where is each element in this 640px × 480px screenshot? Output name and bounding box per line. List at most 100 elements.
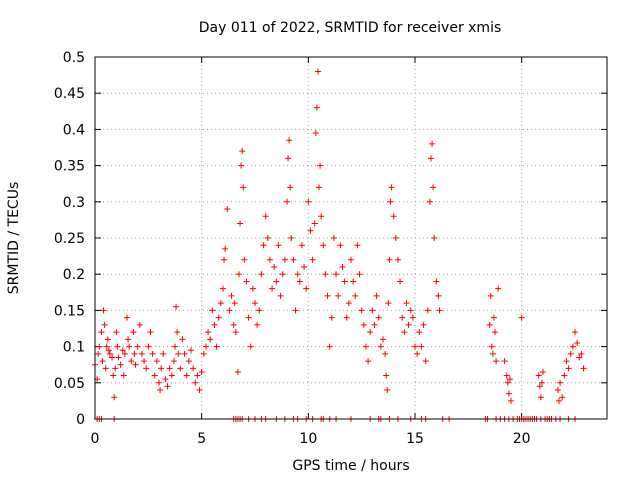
data-point [508,397,514,404]
data-point [188,347,194,354]
data-point [198,368,205,375]
data-point [489,350,496,357]
data-point [392,235,399,241]
data-point [388,184,395,191]
data-point [360,321,367,328]
data-point [134,343,141,350]
data-point [234,368,241,375]
data-point [490,314,497,321]
data-point [367,329,374,336]
data-point [486,321,493,328]
data-point [407,307,414,314]
data-point [157,387,164,394]
data-point [175,350,182,357]
data-point [99,358,106,365]
data-point [256,307,263,314]
data-points [92,68,587,422]
data-point [149,350,156,357]
data-point [221,256,228,263]
data-point [110,372,117,379]
data-point [120,372,127,379]
x-tick-label: 20 [513,431,531,447]
data-point [495,285,502,292]
y-tick-label: 0 [76,412,85,428]
data-point [356,271,363,278]
data-point [518,314,525,321]
data-point [314,68,321,75]
data-point [305,198,312,205]
data-point [114,343,121,350]
data-point [341,278,348,285]
data-point [320,242,327,249]
data-point [231,300,238,307]
data-point [260,242,267,249]
data-point [567,350,574,357]
data-point [158,365,165,372]
data-point [106,350,113,357]
data-point [397,278,404,285]
data-point [254,321,261,328]
data-point [168,372,175,379]
data-point [192,379,199,386]
y-tick-label: 0.15 [54,303,85,319]
data-point [103,343,110,350]
data-point [326,343,333,350]
data-point [147,329,154,336]
data-point [565,365,572,372]
data-point [373,292,380,299]
data-point [275,242,282,249]
data-point [501,358,508,365]
data-point [125,336,132,343]
y-tick-label: 0.35 [54,159,85,175]
data-point [311,220,318,227]
data-point [200,350,207,357]
data-point [428,155,434,162]
data-point [403,300,410,307]
plot-frame [94,56,608,420]
data-point [170,358,177,365]
data-point [416,329,423,336]
data-point [145,343,152,350]
data-point [307,227,314,234]
data-point [288,235,295,241]
data-point [362,343,369,350]
data-point [266,256,273,263]
x-axis-label: GPS time / hours [292,458,409,474]
data-point [377,343,384,350]
data-point [243,278,250,285]
data-point [236,271,242,278]
data-point [224,206,231,213]
data-point [371,321,378,328]
data-point [298,242,305,249]
data-point [436,307,443,314]
data-point [505,390,512,397]
data-point [196,387,203,394]
data-point [433,278,440,285]
data-point [181,350,188,357]
data-point [354,242,361,249]
data-point [113,329,120,336]
data-point [431,235,438,241]
data-point [252,300,258,307]
data-point [563,358,570,365]
data-point [384,387,391,394]
data-point [258,271,265,278]
data-point [228,292,235,299]
data-point [247,343,254,350]
data-point [335,292,342,299]
data-point [237,220,244,227]
data-point [492,329,498,336]
data-point [578,350,585,357]
data-point [503,372,510,379]
y-tick-label: 0.5 [63,50,85,66]
y-tick-label: 0.4 [63,122,85,138]
x-tick-label: 5 [197,431,206,447]
data-point [294,271,301,278]
data-point [215,314,222,321]
data-point [130,329,137,336]
data-point [383,372,390,379]
data-point [207,336,214,343]
data-point [217,300,224,307]
data-point [132,361,139,368]
